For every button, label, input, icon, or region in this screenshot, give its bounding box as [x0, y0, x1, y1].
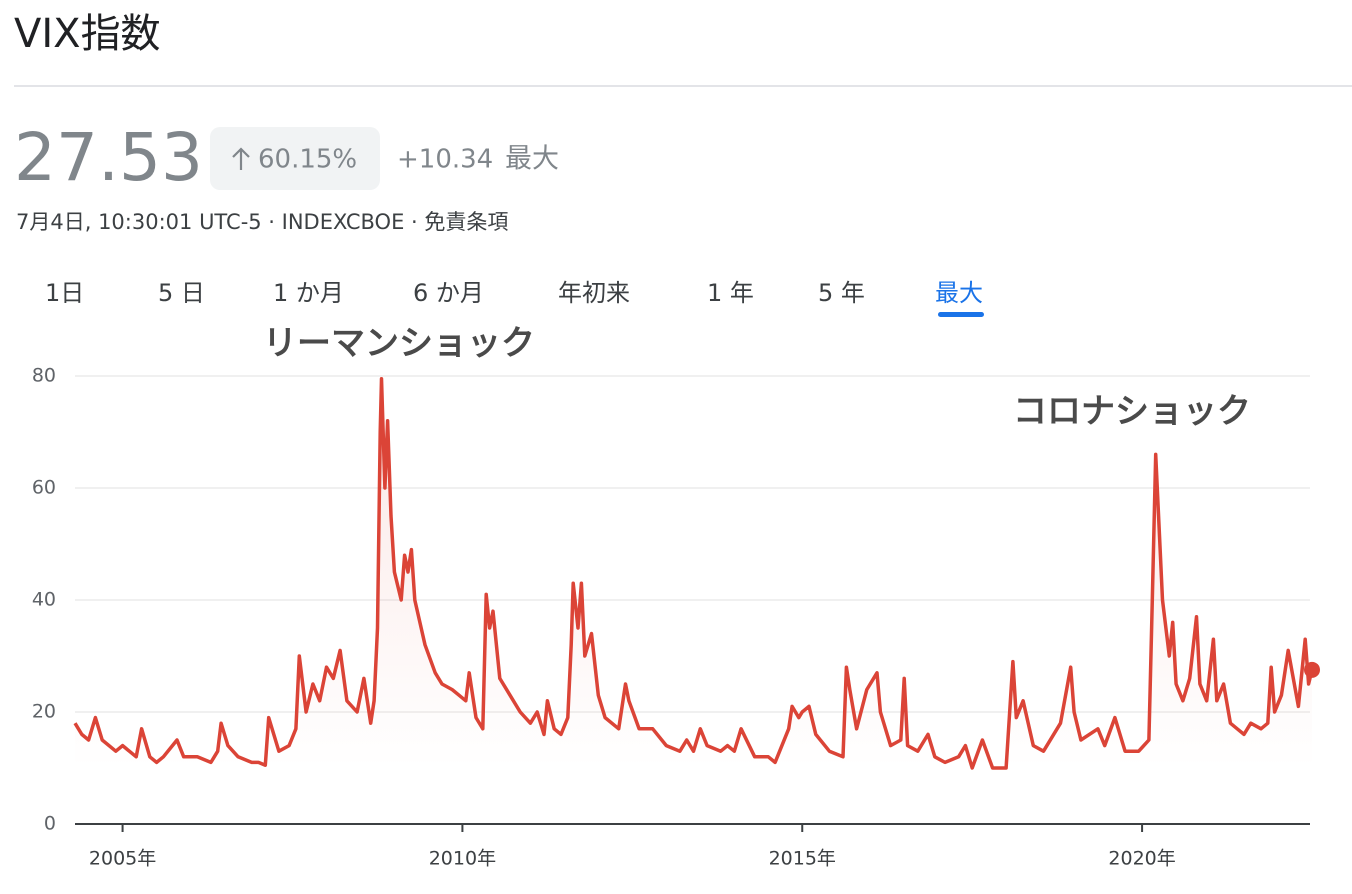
x-tick-label: 2010年	[429, 848, 496, 870]
annotation: コロナショック	[1013, 392, 1251, 432]
annotation: リーマンショック	[263, 324, 535, 364]
subtitle: 7月4日, 10:30:01 UTC-5 · INDEXCBOE · 免責条項	[16, 210, 508, 234]
x-tick-label: 2005年	[89, 848, 156, 870]
y-tick-label: 40	[32, 589, 56, 611]
range-tab[interactable]: 1 か月	[273, 279, 344, 307]
range-tab[interactable]: 6 か月	[413, 279, 484, 307]
y-tick-label: 60	[32, 477, 56, 499]
range-tab[interactable]: 1日	[45, 279, 84, 307]
tabs: 1日 5 日 1 か月 6 か月 年初来 1 年 5 年 最大	[45, 279, 984, 317]
range-tab[interactable]: 5 日	[158, 279, 205, 307]
price: 27.53	[14, 119, 203, 196]
change-percent: 60.15%	[258, 145, 357, 175]
range-tab[interactable]: 5 年	[818, 279, 865, 307]
period: 最大	[505, 144, 559, 175]
title: VIX指数	[14, 11, 161, 57]
range-tab[interactable]: 年初来	[558, 279, 630, 307]
y-tick-label: 80	[32, 365, 56, 387]
y-tick-label: 20	[32, 701, 56, 723]
x-tick-label: 2020年	[1108, 848, 1175, 870]
x-tick-label: 2015年	[769, 848, 836, 870]
chart: 0 20 40 60 80 2005年 2010年 2015年 2020年 リーマンショックコロナ…	[32, 324, 1320, 870]
change: +10.34	[397, 145, 493, 175]
change-badge	[210, 127, 380, 190]
range-tab[interactable]: 最大	[935, 279, 983, 307]
y-tick-label: 0	[44, 813, 56, 835]
active-tab-indicator	[938, 312, 984, 317]
area	[75, 378, 1312, 768]
price-line	[73, 377, 1314, 770]
range-tab[interactable]: 1 年	[707, 279, 754, 307]
last-point	[1304, 661, 1320, 678]
up-arrow	[232, 147, 250, 170]
